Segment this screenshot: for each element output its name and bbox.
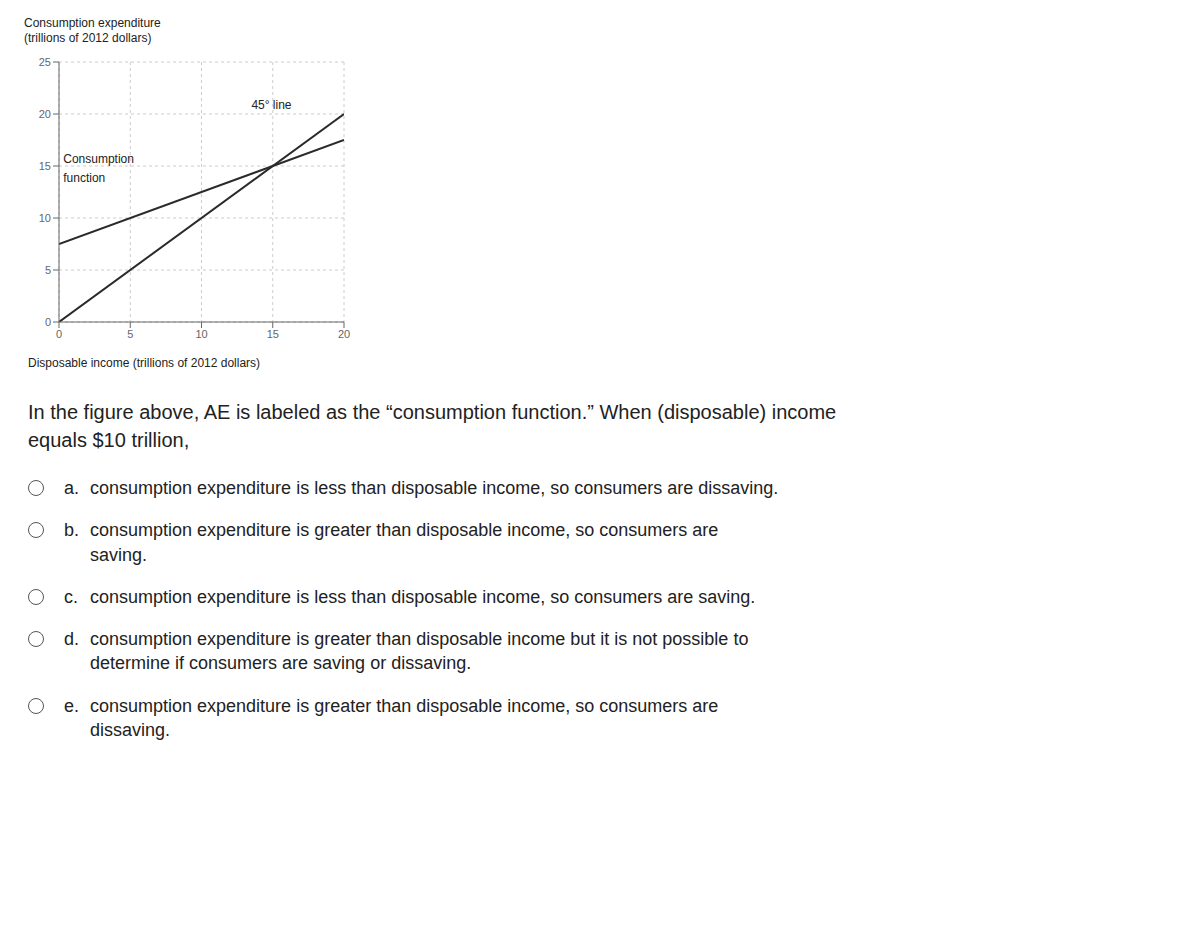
html-text:Consumption expenditure: Consumption expenditure — [24, 16, 161, 30]
svg-text:Consumption: Consumption — [63, 152, 134, 166]
svg-text:5: 5 — [127, 328, 133, 340]
svg-text:20: 20 — [39, 108, 51, 120]
svg-text:0: 0 — [56, 328, 62, 340]
html-text:e.: e. — [64, 695, 79, 716]
svg-text:10: 10 — [195, 328, 207, 340]
svg-text:45° line: 45° line — [251, 98, 291, 112]
html-text:c.: c. — [64, 586, 78, 607]
svg-text:15: 15 — [267, 328, 279, 340]
html-text:consumption expenditure is les: consumption expenditure is less than dis… — [90, 586, 756, 607]
svg-text:5: 5 — [45, 264, 51, 276]
svg-text:20: 20 — [338, 328, 350, 340]
html-text:consumption expenditure is les: consumption expenditure is less than dis… — [90, 478, 779, 498]
html-text:b.: b. — [64, 520, 79, 541]
svg-text:25: 25 — [39, 56, 51, 68]
html-text:In the figure above, AE is lab: In the figure above, AE is labeled as th… — [28, 401, 837, 451]
html-text:consumption expenditure is gre: consumption expenditure is greater than … — [90, 520, 719, 565]
svg-text:function: function — [63, 171, 105, 185]
html-text:Disposable income (trillions o: Disposable income (trillions of 2012 dol… — [28, 356, 261, 370]
html-text:consumption expenditure is gre: consumption expenditure is greater than … — [90, 629, 749, 674]
html-text:(trillions of 2012 dollars): (trillions of 2012 dollars) — [24, 31, 152, 45]
svg-text:15: 15 — [39, 160, 51, 172]
svg-text:0: 0 — [45, 316, 51, 328]
html-text:d.: d. — [64, 629, 79, 650]
html-text:a.: a. — [64, 478, 79, 498]
svg-text:10: 10 — [39, 212, 51, 224]
html-text:consumption expenditure is gre: consumption expenditure is greater than … — [90, 695, 719, 741]
